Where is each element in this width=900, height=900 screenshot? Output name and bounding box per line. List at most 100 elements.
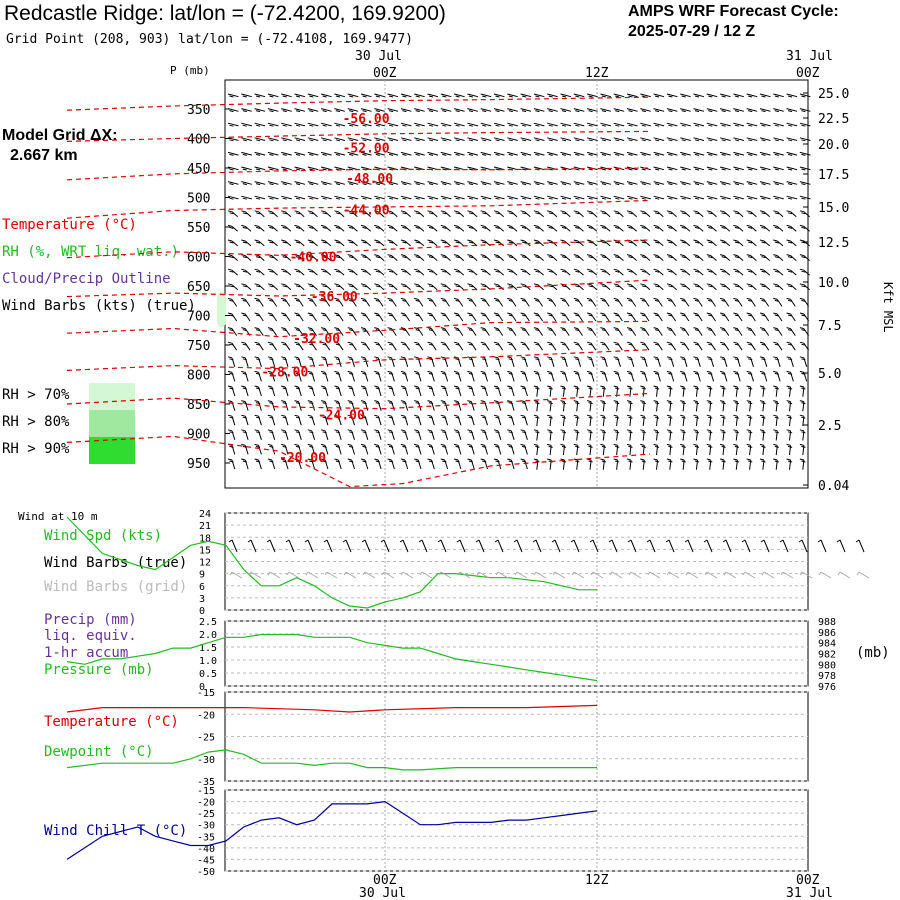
wind10m-barb-true — [646, 539, 656, 553]
upper-wind-barb — [600, 458, 607, 470]
upper-wind-barb — [573, 327, 583, 336]
upper-wind-barb — [773, 195, 784, 200]
upper-wind-barb — [387, 239, 398, 247]
upper-wind-barb — [467, 458, 475, 470]
upper-wind-barb — [586, 268, 598, 276]
upper-wind-barb — [547, 108, 558, 113]
upper-wind-barb — [533, 429, 540, 441]
upper-wind-barb — [666, 122, 678, 127]
upper-wind-barb — [374, 385, 382, 397]
upper-wind-barb — [360, 327, 371, 336]
upper-wind-barb — [733, 108, 745, 113]
wind10m-barb-grid — [324, 571, 338, 579]
upper-wind-barb — [533, 181, 545, 186]
upper-wind-barb — [227, 224, 239, 232]
upper-wind-barb — [626, 210, 638, 218]
upper-wind-barb — [733, 370, 741, 382]
upper-wind-barb — [360, 370, 369, 382]
upper-wind-barb — [573, 297, 583, 307]
upper-wind-barb — [653, 370, 661, 382]
upper-wind-barb — [374, 137, 385, 142]
upper-wind-barb — [733, 195, 745, 200]
upper-wind-barb — [320, 254, 332, 261]
upper-wind-barb — [453, 400, 462, 411]
upper-wind-barb — [507, 195, 518, 200]
upper-wind-barb — [427, 443, 435, 455]
upper-wind-barb — [640, 429, 646, 441]
upper-wind-barb — [759, 429, 766, 441]
wind10m-barb-grid — [476, 571, 490, 579]
upper-wind-barb — [387, 108, 399, 113]
upper-wind-barb — [680, 195, 691, 200]
upper-wind-barb — [241, 137, 252, 142]
upper-wind-barb — [360, 341, 371, 351]
upper-wind-barb — [493, 370, 502, 382]
upper-wind-barb — [227, 327, 238, 336]
upper-wind-barb — [746, 414, 753, 426]
upper-wind-barb — [693, 385, 700, 397]
upper-wind-barb — [680, 224, 691, 232]
kft-tick-2: 20.0 — [818, 138, 849, 153]
upper-wind-barb — [520, 385, 528, 397]
upper-wind-barb — [746, 137, 758, 142]
upper-wind-barb — [680, 254, 691, 261]
wind10m-barb-true — [551, 539, 561, 553]
upper-wind-barb — [241, 385, 249, 397]
upper-wind-barb — [387, 356, 395, 367]
upper-wind-barb — [227, 400, 236, 411]
upper-wind-barb — [347, 224, 358, 232]
windchill-panel-frame — [224, 789, 809, 872]
upper-wind-barb — [799, 108, 811, 113]
upper-wind-barb — [254, 356, 262, 367]
upper-wind-barb — [626, 137, 638, 142]
upper-wind-barb — [640, 400, 646, 412]
upper-wind-barb — [320, 122, 332, 127]
upper-wind-barb — [786, 385, 793, 397]
upper-wind-barb — [387, 312, 397, 322]
upper-wind-barb — [440, 458, 449, 470]
upper-wind-barb — [746, 108, 758, 113]
upper-wind-barb — [294, 443, 302, 455]
wind10m-barb-grid — [723, 571, 737, 579]
upper-wind-barb — [334, 370, 342, 382]
upper-wind-barb — [320, 93, 332, 98]
upper-wind-barb — [254, 93, 266, 98]
upper-wind-barb — [480, 414, 488, 426]
upper-wind-barb — [626, 370, 635, 382]
upper-wind-barb — [227, 137, 239, 142]
wind-speed-ytick-0: 0 — [199, 606, 205, 617]
upper-wind-barb — [520, 195, 532, 200]
wind10m-barb-grid — [552, 571, 566, 579]
upper-wind-barb — [799, 181, 811, 186]
upper-wind-barb — [360, 414, 369, 426]
upper-wind-barb — [374, 210, 385, 218]
upper-wind-barb — [267, 108, 279, 113]
upper-wind-barb — [640, 370, 648, 382]
upper-wind-barb — [467, 108, 479, 113]
upper-wind-barb — [227, 151, 239, 156]
upper-wind-barb — [507, 385, 515, 397]
upper-wind-barb — [733, 283, 744, 291]
upper-wind-barb — [281, 181, 292, 186]
upper-wind-barb — [786, 210, 797, 218]
upper-wind-barb — [227, 429, 236, 440]
upper-wind-barb — [360, 297, 371, 307]
upper-wind-barb — [467, 356, 475, 367]
upper-wind-barb — [427, 400, 435, 411]
upper-wind-barb — [281, 224, 292, 232]
upper-wind-barb — [573, 93, 585, 98]
upper-wind-barb — [414, 297, 424, 307]
wind10m-barb-grid — [685, 571, 699, 579]
upper-wind-barb — [719, 268, 731, 276]
upper-wind-barb — [227, 93, 239, 98]
upper-wind-barb — [400, 151, 412, 156]
upper-wind-barb — [374, 297, 384, 307]
wind10m-title: Wind at 10 m — [18, 510, 98, 523]
upper-wind-barb — [254, 195, 266, 200]
upper-wind-barb — [719, 181, 731, 186]
upper-wind-barb — [653, 327, 663, 336]
upper-wind-barb — [586, 443, 593, 456]
upper-wind-barb — [241, 356, 249, 367]
upper-wind-barb — [560, 93, 572, 98]
upper-wind-barb — [493, 137, 505, 142]
